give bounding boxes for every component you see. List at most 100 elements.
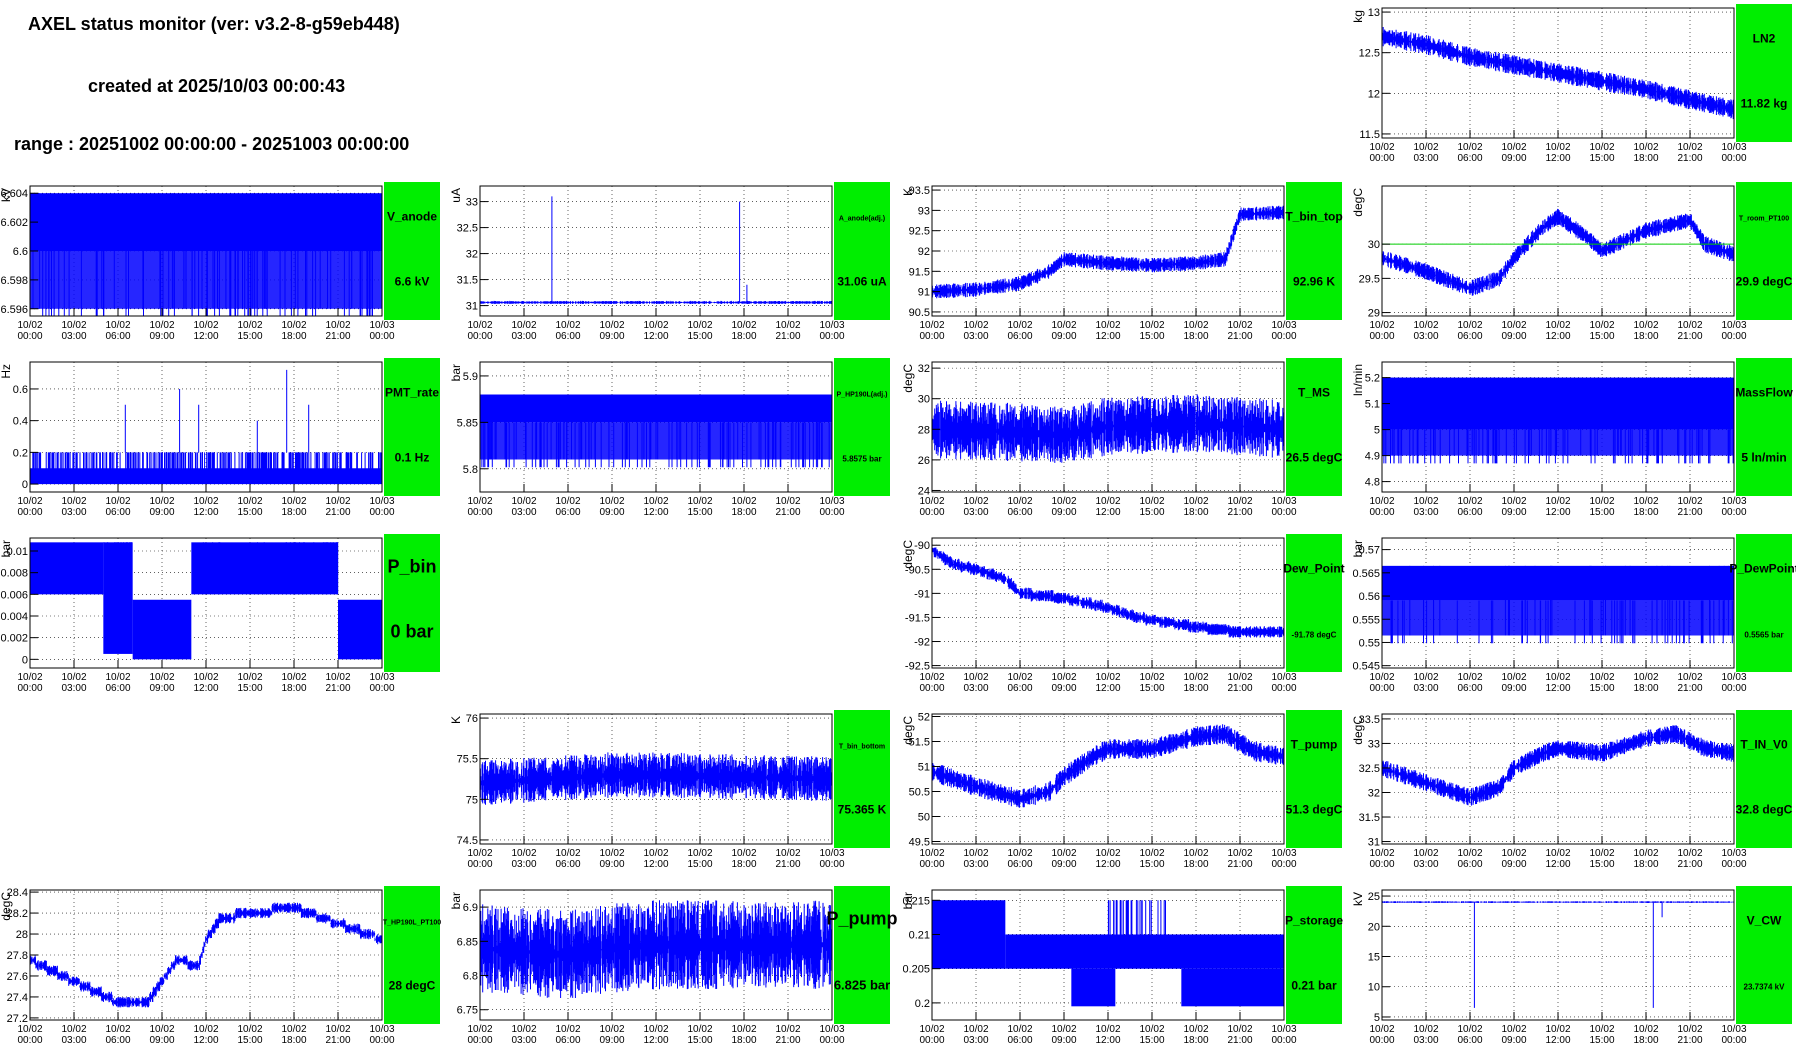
x-tick-time: 00:00	[369, 683, 394, 694]
x-tick-time: 00:00	[369, 331, 394, 342]
y-axis-unit: K	[449, 716, 463, 724]
x-tick-date: 10/03	[1271, 848, 1296, 859]
y-tick-label: 27.4	[7, 992, 28, 1004]
x-tick-date: 10/02	[775, 1024, 800, 1035]
x-tick-date: 10/02	[61, 320, 86, 331]
y-tick-label: 6.602	[0, 217, 28, 229]
data-trace	[932, 394, 1284, 463]
current-value: 0.5565 bar	[1744, 631, 1783, 640]
series-name: V_CW	[1747, 914, 1782, 928]
current-value: 6.825 bar	[834, 978, 890, 993]
y-tick-label: 0.215	[902, 895, 930, 907]
current-value: 92.96 K	[1293, 275, 1335, 289]
x-tick-time: 21:00	[775, 859, 800, 870]
current-value: 0.1 Hz	[395, 451, 430, 465]
label-box	[1736, 182, 1792, 320]
y-tick-label: 5.2	[1365, 373, 1380, 385]
data-trace	[1382, 27, 1734, 120]
y-tick-label: 52	[918, 712, 930, 724]
current-value: 5.8575 bar	[842, 455, 881, 464]
data-trace	[1382, 377, 1734, 464]
x-tick-time: 12:00	[193, 683, 218, 694]
x-tick-time: 03:00	[963, 507, 988, 518]
x-tick-date: 10/02	[1457, 142, 1482, 153]
y-tick-label: 91.5	[909, 266, 930, 278]
x-tick-date: 10/02	[775, 496, 800, 507]
y-tick-label: 31.5	[1359, 812, 1380, 824]
y-axis-unit: K	[901, 188, 915, 196]
x-tick-date: 10/02	[237, 1024, 262, 1035]
y-tick-label: 6.6	[13, 246, 28, 258]
x-tick-date: 10/02	[1051, 848, 1076, 859]
y-tick-label: 0.545	[1352, 661, 1380, 673]
x-tick-time: 00:00	[369, 1035, 394, 1046]
x-tick-date: 10/03	[1271, 320, 1296, 331]
label-box	[1286, 182, 1342, 320]
y-tick-label: 10	[1368, 982, 1380, 994]
x-tick-time: 15:00	[1589, 683, 1614, 694]
x-tick-time: 00:00	[1369, 331, 1394, 342]
x-tick-time: 06:00	[1457, 1035, 1482, 1046]
y-tick-label: 33	[1368, 738, 1380, 750]
x-tick-date: 10/02	[1589, 848, 1614, 859]
grid	[932, 186, 1284, 316]
x-tick-date: 10/02	[1095, 672, 1120, 683]
x-tick-time: 00:00	[819, 507, 844, 518]
current-value: 6.6 kV	[395, 275, 430, 289]
x-tick-time: 00:00	[1271, 331, 1296, 342]
x-tick-time: 06:00	[1007, 507, 1032, 518]
x-tick-time: 18:00	[1183, 859, 1208, 870]
series-name: T_pump	[1291, 738, 1338, 752]
x-tick-date: 10/02	[237, 320, 262, 331]
label-box	[1286, 534, 1342, 672]
x-tick-date: 10/02	[467, 1024, 492, 1035]
y-tick-label: 0.008	[0, 568, 28, 580]
x-tick-time: 12:00	[1545, 1035, 1570, 1046]
x-tick-time: 18:00	[281, 331, 306, 342]
y-tick-label: 91	[918, 287, 930, 299]
series-name: P_storage	[1285, 914, 1343, 928]
x-tick-time: 18:00	[731, 859, 756, 870]
grid	[932, 538, 1284, 668]
created-timestamp: created at 2025/10/03 00:00:43	[88, 76, 346, 96]
x-tick-date: 10/02	[1183, 496, 1208, 507]
x-tick-date: 10/02	[1007, 848, 1032, 859]
y-tick-label: 6.604	[0, 188, 28, 200]
chart-panel-P_pump: 6.756.86.856.910/0200:0010/0203:0010/020…	[449, 886, 898, 1046]
y-axis-unit: kV	[0, 188, 13, 202]
series-name: P_bin	[387, 557, 436, 577]
x-tick-date: 10/03	[819, 848, 844, 859]
y-axis-unit: degC	[901, 540, 915, 569]
x-tick-time: 21:00	[775, 507, 800, 518]
y-tick-label: 29.5	[1359, 273, 1380, 285]
y-tick-label: 27.8	[7, 950, 28, 962]
x-tick-time: 03:00	[1413, 859, 1438, 870]
x-tick-date: 10/02	[687, 1024, 712, 1035]
y-tick-label: 0.565	[1352, 568, 1380, 580]
series-name: P_HP190L(adj.)	[837, 392, 888, 399]
x-tick-time: 06:00	[1007, 859, 1032, 870]
x-tick-date: 10/02	[919, 320, 944, 331]
x-tick-date: 10/02	[237, 672, 262, 683]
x-tick-date: 10/02	[1369, 496, 1394, 507]
x-tick-date: 10/02	[1677, 848, 1702, 859]
x-tick-date: 10/02	[105, 1024, 130, 1035]
x-tick-date: 10/02	[1369, 672, 1394, 683]
x-tick-time: 06:00	[555, 507, 580, 518]
y-tick-label: -90	[914, 540, 930, 552]
x-tick-time: 21:00	[325, 683, 350, 694]
x-tick-time: 03:00	[1413, 153, 1438, 164]
label-box	[834, 886, 890, 1024]
y-tick-label: 33	[466, 197, 478, 209]
series-name: MassFlow	[1735, 386, 1793, 400]
y-tick-label: 33.5	[1359, 714, 1380, 726]
chart-panel-T_IN_V0: 3131.53232.53333.510/0200:0010/0203:0010…	[1351, 710, 1793, 870]
x-tick-time: 15:00	[687, 1035, 712, 1046]
x-tick-date: 10/02	[1051, 320, 1076, 331]
y-tick-label: 29	[1368, 308, 1380, 320]
current-value: -91.78 degC	[1292, 631, 1337, 640]
x-tick-date: 10/02	[1501, 848, 1526, 859]
chart-panel-MassFlow: 4.84.955.15.210/0200:0010/0203:0010/0206…	[1351, 358, 1793, 518]
x-tick-time: 09:00	[1501, 153, 1526, 164]
x-tick-date: 10/02	[1227, 320, 1252, 331]
